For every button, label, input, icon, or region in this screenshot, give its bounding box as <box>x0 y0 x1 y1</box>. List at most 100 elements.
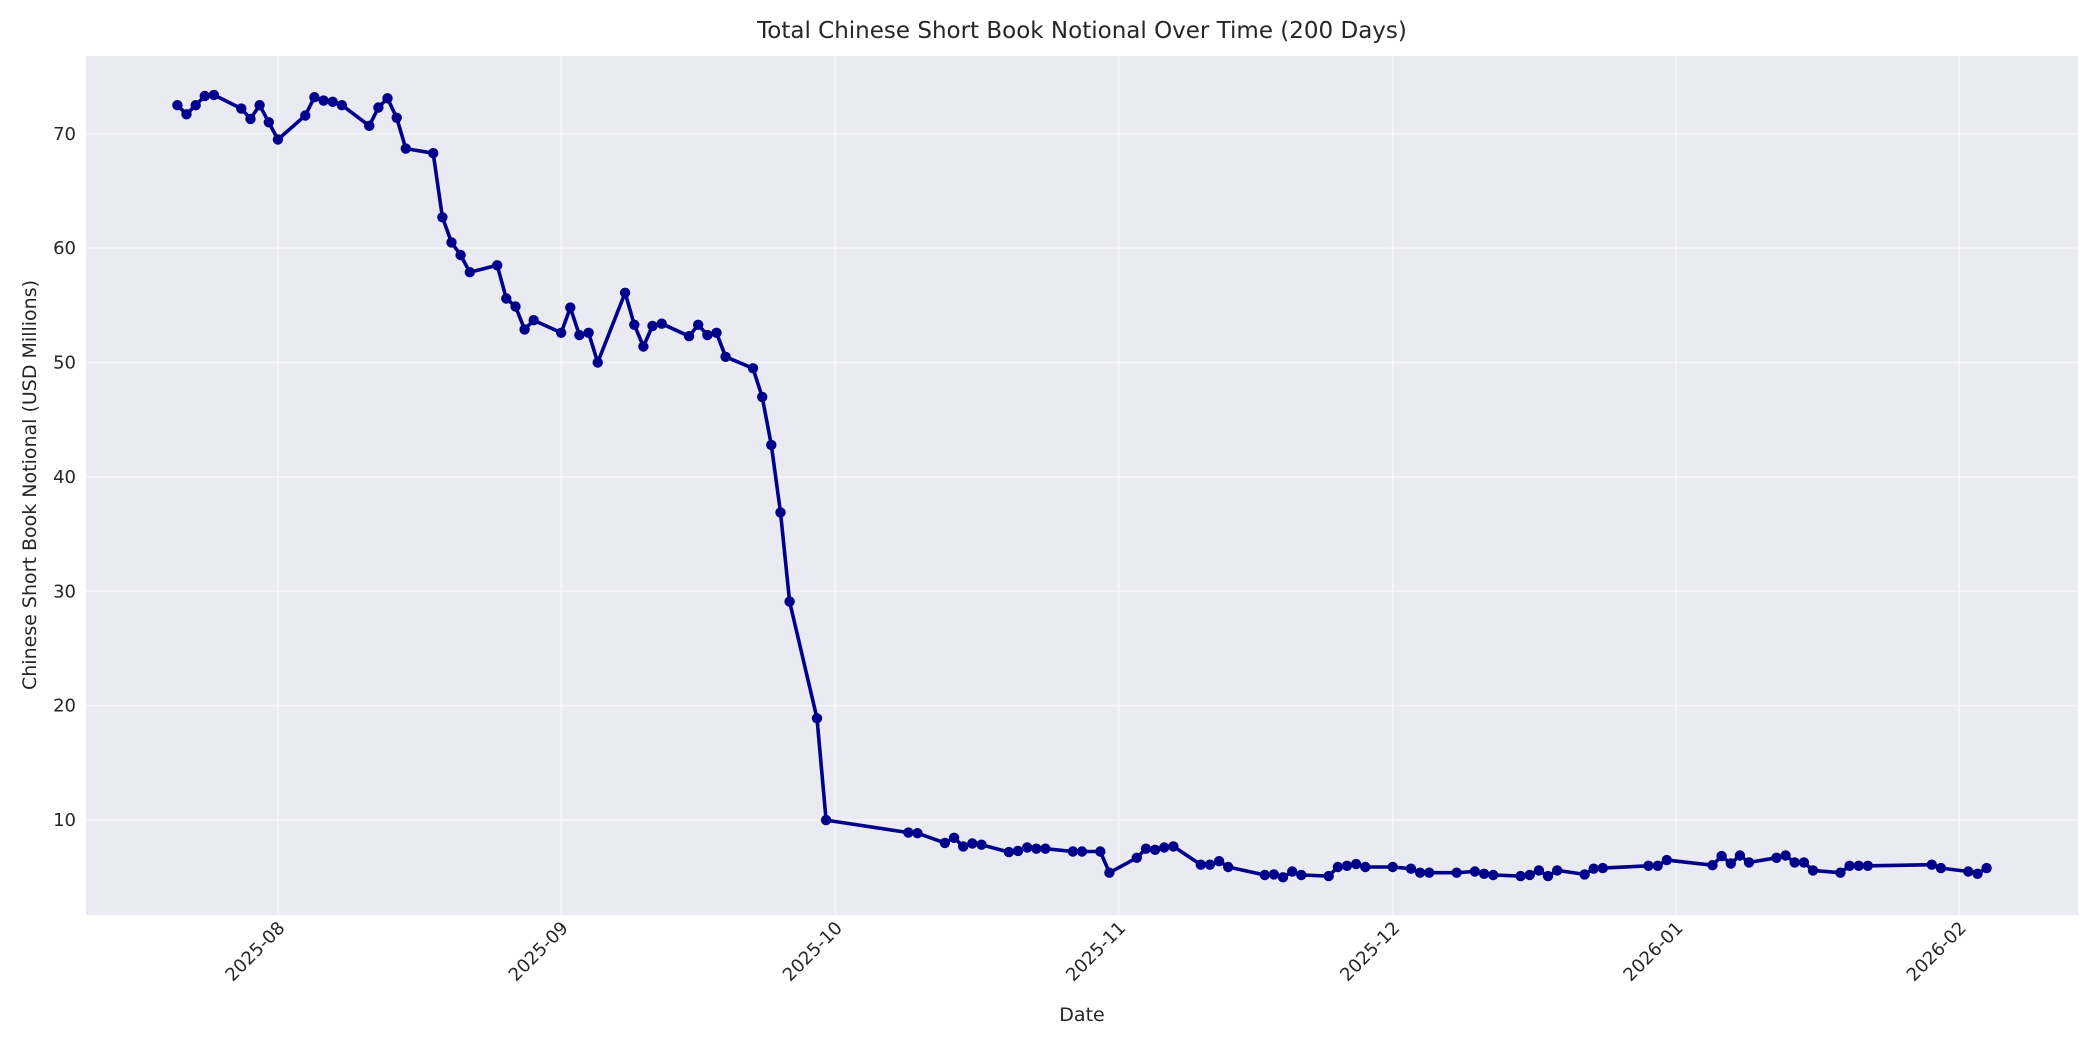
data-point <box>903 827 914 838</box>
data-point <box>711 327 722 338</box>
data-point <box>172 100 183 111</box>
y-tick-label: 60 <box>53 238 76 259</box>
data-point <box>501 293 512 304</box>
data-point <box>976 839 987 850</box>
x-axis-label: Date <box>1059 1004 1105 1026</box>
data-point <box>1588 863 1599 874</box>
data-point <box>1488 869 1499 881</box>
data-point <box>583 327 594 338</box>
data-point <box>1478 868 1490 879</box>
data-point <box>428 148 439 159</box>
data-point <box>1405 863 1417 874</box>
data-point <box>702 329 713 341</box>
data-point <box>592 357 603 368</box>
y-tick-label: 70 <box>53 124 76 145</box>
gridlines <box>86 56 2078 915</box>
data-point <box>1067 846 1079 857</box>
data-point <box>364 120 375 131</box>
data-point <box>245 113 256 125</box>
data-point <box>1131 852 1143 863</box>
data-point <box>1323 870 1334 882</box>
data-point <box>811 713 823 724</box>
data-point <box>757 391 768 403</box>
data-point <box>391 112 402 124</box>
data-point <box>1159 842 1170 853</box>
data-point <box>1771 852 1782 863</box>
data-point-markers <box>172 89 1992 883</box>
data-point <box>1021 842 1033 853</box>
data-point <box>638 341 649 352</box>
data-point <box>1853 860 1864 871</box>
data-point <box>510 301 521 312</box>
data-point <box>446 237 457 248</box>
x-axis-ticks: 2025-08 2025-09 2025-10 2025-11 2025-12 2026-… <box>221 918 1970 986</box>
y-tick-label: 30 <box>53 581 76 602</box>
data-point <box>747 363 759 374</box>
x-tick-label: 2025-09 <box>505 918 573 986</box>
data-point <box>1789 857 1800 868</box>
data-point <box>1003 846 1015 858</box>
plot-area <box>86 56 2078 915</box>
data-point <box>1552 865 1563 876</box>
data-point <box>190 100 201 111</box>
data-point <box>309 92 320 103</box>
data-point <box>1972 868 1983 879</box>
data-point <box>1743 857 1755 868</box>
data-point <box>1268 869 1280 880</box>
data-point <box>948 832 960 843</box>
data-point <box>1095 846 1106 857</box>
x-tick-label: 2025-12 <box>1336 918 1404 986</box>
data-point <box>199 90 210 102</box>
data-point <box>236 103 247 114</box>
data-point <box>1725 858 1737 869</box>
data-point <box>784 596 795 607</box>
data-point <box>912 828 923 839</box>
data-point <box>1981 862 1992 874</box>
data-point <box>1296 869 1307 881</box>
x-tick-label: 2026-02 <box>1903 918 1971 986</box>
data-point <box>1926 859 1938 870</box>
data-point <box>1213 856 1225 867</box>
data-point <box>272 134 284 145</box>
data-point <box>1807 865 1819 876</box>
data-point <box>1542 870 1554 882</box>
data-point <box>519 324 530 335</box>
data-point <box>336 100 348 111</box>
data-point <box>1204 859 1216 870</box>
y-tick-label: 40 <box>53 467 76 488</box>
data-point <box>318 95 329 106</box>
data-point <box>1104 867 1115 878</box>
data-point <box>1031 843 1042 854</box>
data-point <box>1287 866 1298 877</box>
data-point <box>766 439 777 451</box>
data-point <box>556 327 567 338</box>
data-point <box>1780 850 1791 861</box>
data-point <box>1168 841 1179 852</box>
data-point <box>1579 869 1590 880</box>
data-point <box>1798 857 1810 868</box>
x-tick-label: 2025-10 <box>779 918 847 986</box>
data-point <box>1350 858 1362 870</box>
data-point <box>1862 860 1874 871</box>
data-point <box>1332 861 1344 873</box>
data-point <box>647 320 658 332</box>
data-point <box>1360 861 1371 873</box>
data-point <box>1140 843 1152 854</box>
data-point <box>464 267 475 278</box>
data-point <box>382 93 393 104</box>
x-tick-label: 2025-11 <box>1062 918 1130 986</box>
y-axis-ticks: 10 20 30 40 50 60 70 <box>53 124 76 831</box>
data-point <box>1524 869 1535 881</box>
data-point <box>1277 872 1289 883</box>
data-point <box>1643 860 1654 871</box>
data-point <box>1424 867 1435 878</box>
data-point <box>967 838 978 849</box>
data-point <box>1716 850 1727 862</box>
data-point <box>1469 866 1481 877</box>
data-point <box>1707 860 1718 871</box>
y-tick-label: 50 <box>53 353 76 374</box>
data-point <box>1935 862 1947 874</box>
data-point <box>1661 854 1673 866</box>
data-point <box>208 89 220 101</box>
